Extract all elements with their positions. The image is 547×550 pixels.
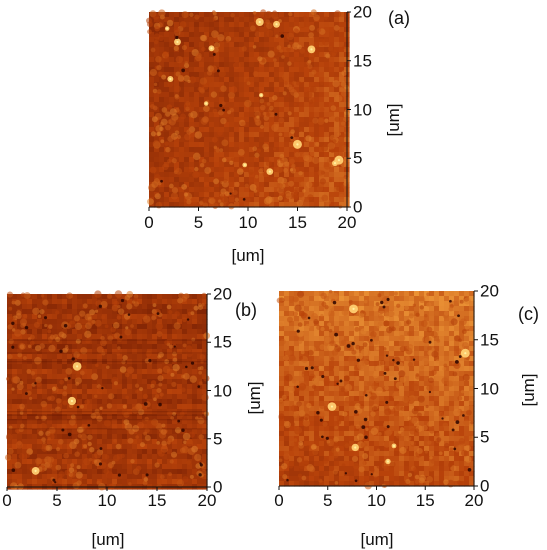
x-axis-title-c: [um] [360, 530, 394, 549]
y-tick-label-b: 0 [213, 477, 223, 497]
y-tick-label-c: 5 [480, 427, 490, 447]
y-tick-label-b: 5 [213, 429, 223, 449]
y-tick-label-b: 10 [213, 381, 232, 400]
x-tick-label-c: 5 [323, 491, 333, 510]
y-tick-label-c: 15 [480, 330, 499, 350]
x-tick-label-a: 0 [144, 213, 154, 232]
x-tick-label-c: 0 [274, 491, 284, 510]
x-tick-label-b: 0 [2, 491, 12, 510]
afm-surface-c [276, 289, 475, 490]
x-tick-label-b: 15 [147, 491, 167, 510]
x-tick-label-a: 5 [193, 213, 204, 232]
x-axis-title-b: [um] [91, 530, 125, 549]
x-tick-label-c: 20 [464, 491, 484, 510]
x-tick-label-b: 10 [97, 491, 117, 510]
x-tick-label-b: 5 [52, 491, 62, 510]
axes-b [6, 293, 211, 491]
x-tick-label-a: 15 [288, 213, 307, 232]
afm-surface-b [4, 290, 211, 491]
afm-image-a [146, 9, 351, 211]
x-tick-label-c: 15 [415, 491, 435, 510]
y-tick-label-a: 0 [353, 197, 363, 217]
y-tick-label-c: 0 [480, 476, 490, 496]
y-tick-label-c: 20 [480, 281, 499, 301]
afm-panel-a: (a) [um] [um] 0 5 10 15 20 0 5 10 15 20 [144, 2, 410, 266]
x-tick-label-a: 10 [238, 213, 258, 232]
axes-c [278, 290, 478, 490]
axes-a [148, 11, 351, 211]
y-tick-label-a: 20 [353, 2, 372, 22]
panel-label-b: (b) [235, 300, 257, 320]
y-tick-label-a: 10 [353, 100, 372, 119]
y-tick-label-a: 15 [353, 51, 372, 71]
y-tick-label-b: 20 [213, 284, 232, 304]
x-tick-label-a: 20 [337, 213, 357, 232]
y-tick-label-c: 10 [480, 379, 499, 398]
y-tick-label-b: 15 [213, 332, 232, 352]
panel-label-c: (c) [518, 304, 539, 324]
x-tick-label-c: 10 [367, 491, 386, 510]
x-axis-title-a: [um] [231, 246, 265, 265]
y-axis-title-c: [um] [519, 373, 538, 407]
y-tick-label-a: 5 [353, 148, 363, 168]
panel-label-a: (a) [388, 8, 410, 28]
x-tick-label-b: 20 [197, 491, 217, 510]
